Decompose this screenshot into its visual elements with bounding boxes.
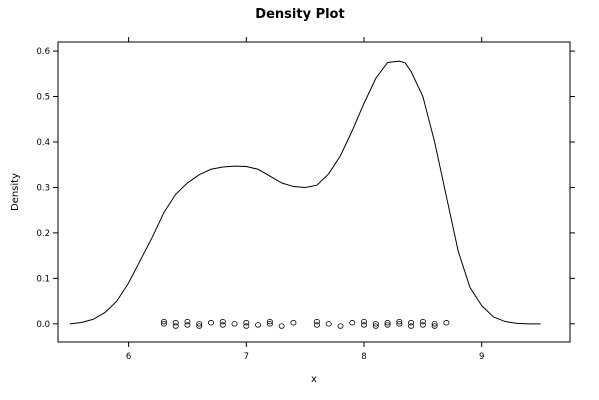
- x-tick-label: 9: [479, 352, 484, 362]
- rug-point: [184, 318, 191, 325]
- rug-point: [384, 322, 391, 328]
- rug-point: [313, 318, 320, 325]
- rug-point: [443, 320, 450, 326]
- y-axis-label: Density: [10, 173, 21, 211]
- x-tick-label: 6: [126, 352, 131, 362]
- rug-point: [396, 318, 403, 325]
- rug-point: [396, 321, 403, 327]
- plot-frame: [57, 41, 571, 343]
- rug-point: [431, 321, 438, 327]
- rug-point: [219, 318, 226, 325]
- rug-point: [231, 321, 238, 327]
- y-tick-label: 0.1: [36, 274, 50, 284]
- rug-point: [408, 323, 415, 329]
- axis-tick-labels: 6 7 8 9 0.0 0.1 0.2 0.3 0.4 0.5 0.6: [36, 47, 484, 362]
- rug-point: [196, 323, 203, 329]
- x-tick-label: 7: [244, 352, 249, 362]
- y-tick-label: 0.5: [36, 93, 50, 103]
- rug-point: [408, 320, 415, 326]
- rug-point: [172, 320, 179, 326]
- rug-point: [172, 323, 179, 329]
- rug-point: [361, 318, 368, 325]
- rug-point: [255, 322, 262, 328]
- rug-point: [384, 320, 391, 326]
- rug-point: [361, 322, 368, 328]
- axis-ticks: [53, 37, 575, 347]
- x-tick-label: 8: [361, 352, 366, 362]
- rug-point: [325, 321, 332, 327]
- rug-point: [419, 322, 426, 328]
- rug-point: [243, 323, 250, 329]
- rug-point: [313, 322, 320, 328]
- chart-title: Density Plot: [255, 7, 344, 22]
- density-curve: [69, 60, 541, 325]
- rug-point: [290, 320, 297, 326]
- rug-point: [266, 318, 273, 325]
- rug-point: [208, 320, 215, 326]
- rug-point: [419, 318, 426, 325]
- y-tick-label: 0.0: [36, 320, 50, 330]
- y-tick-label: 0.3: [36, 183, 50, 193]
- rug-point: [337, 323, 344, 329]
- rug-point: [431, 323, 438, 329]
- rug-point: [184, 322, 191, 328]
- rug-point: [266, 321, 273, 327]
- rug-points: [160, 318, 450, 329]
- rug-point: [278, 323, 285, 329]
- rug-point: [243, 320, 250, 326]
- rug-point: [349, 320, 356, 326]
- y-tick-label: 0.6: [36, 47, 50, 57]
- rug-point: [160, 321, 167, 327]
- rug-point: [160, 318, 167, 325]
- x-axis-label: x: [311, 374, 317, 385]
- rug-point: [372, 321, 379, 327]
- y-tick-label: 0.2: [36, 229, 50, 239]
- y-tick-label: 0.4: [36, 138, 50, 148]
- rug-point: [196, 321, 203, 327]
- rug-point: [372, 323, 379, 329]
- rug-point: [219, 322, 226, 328]
